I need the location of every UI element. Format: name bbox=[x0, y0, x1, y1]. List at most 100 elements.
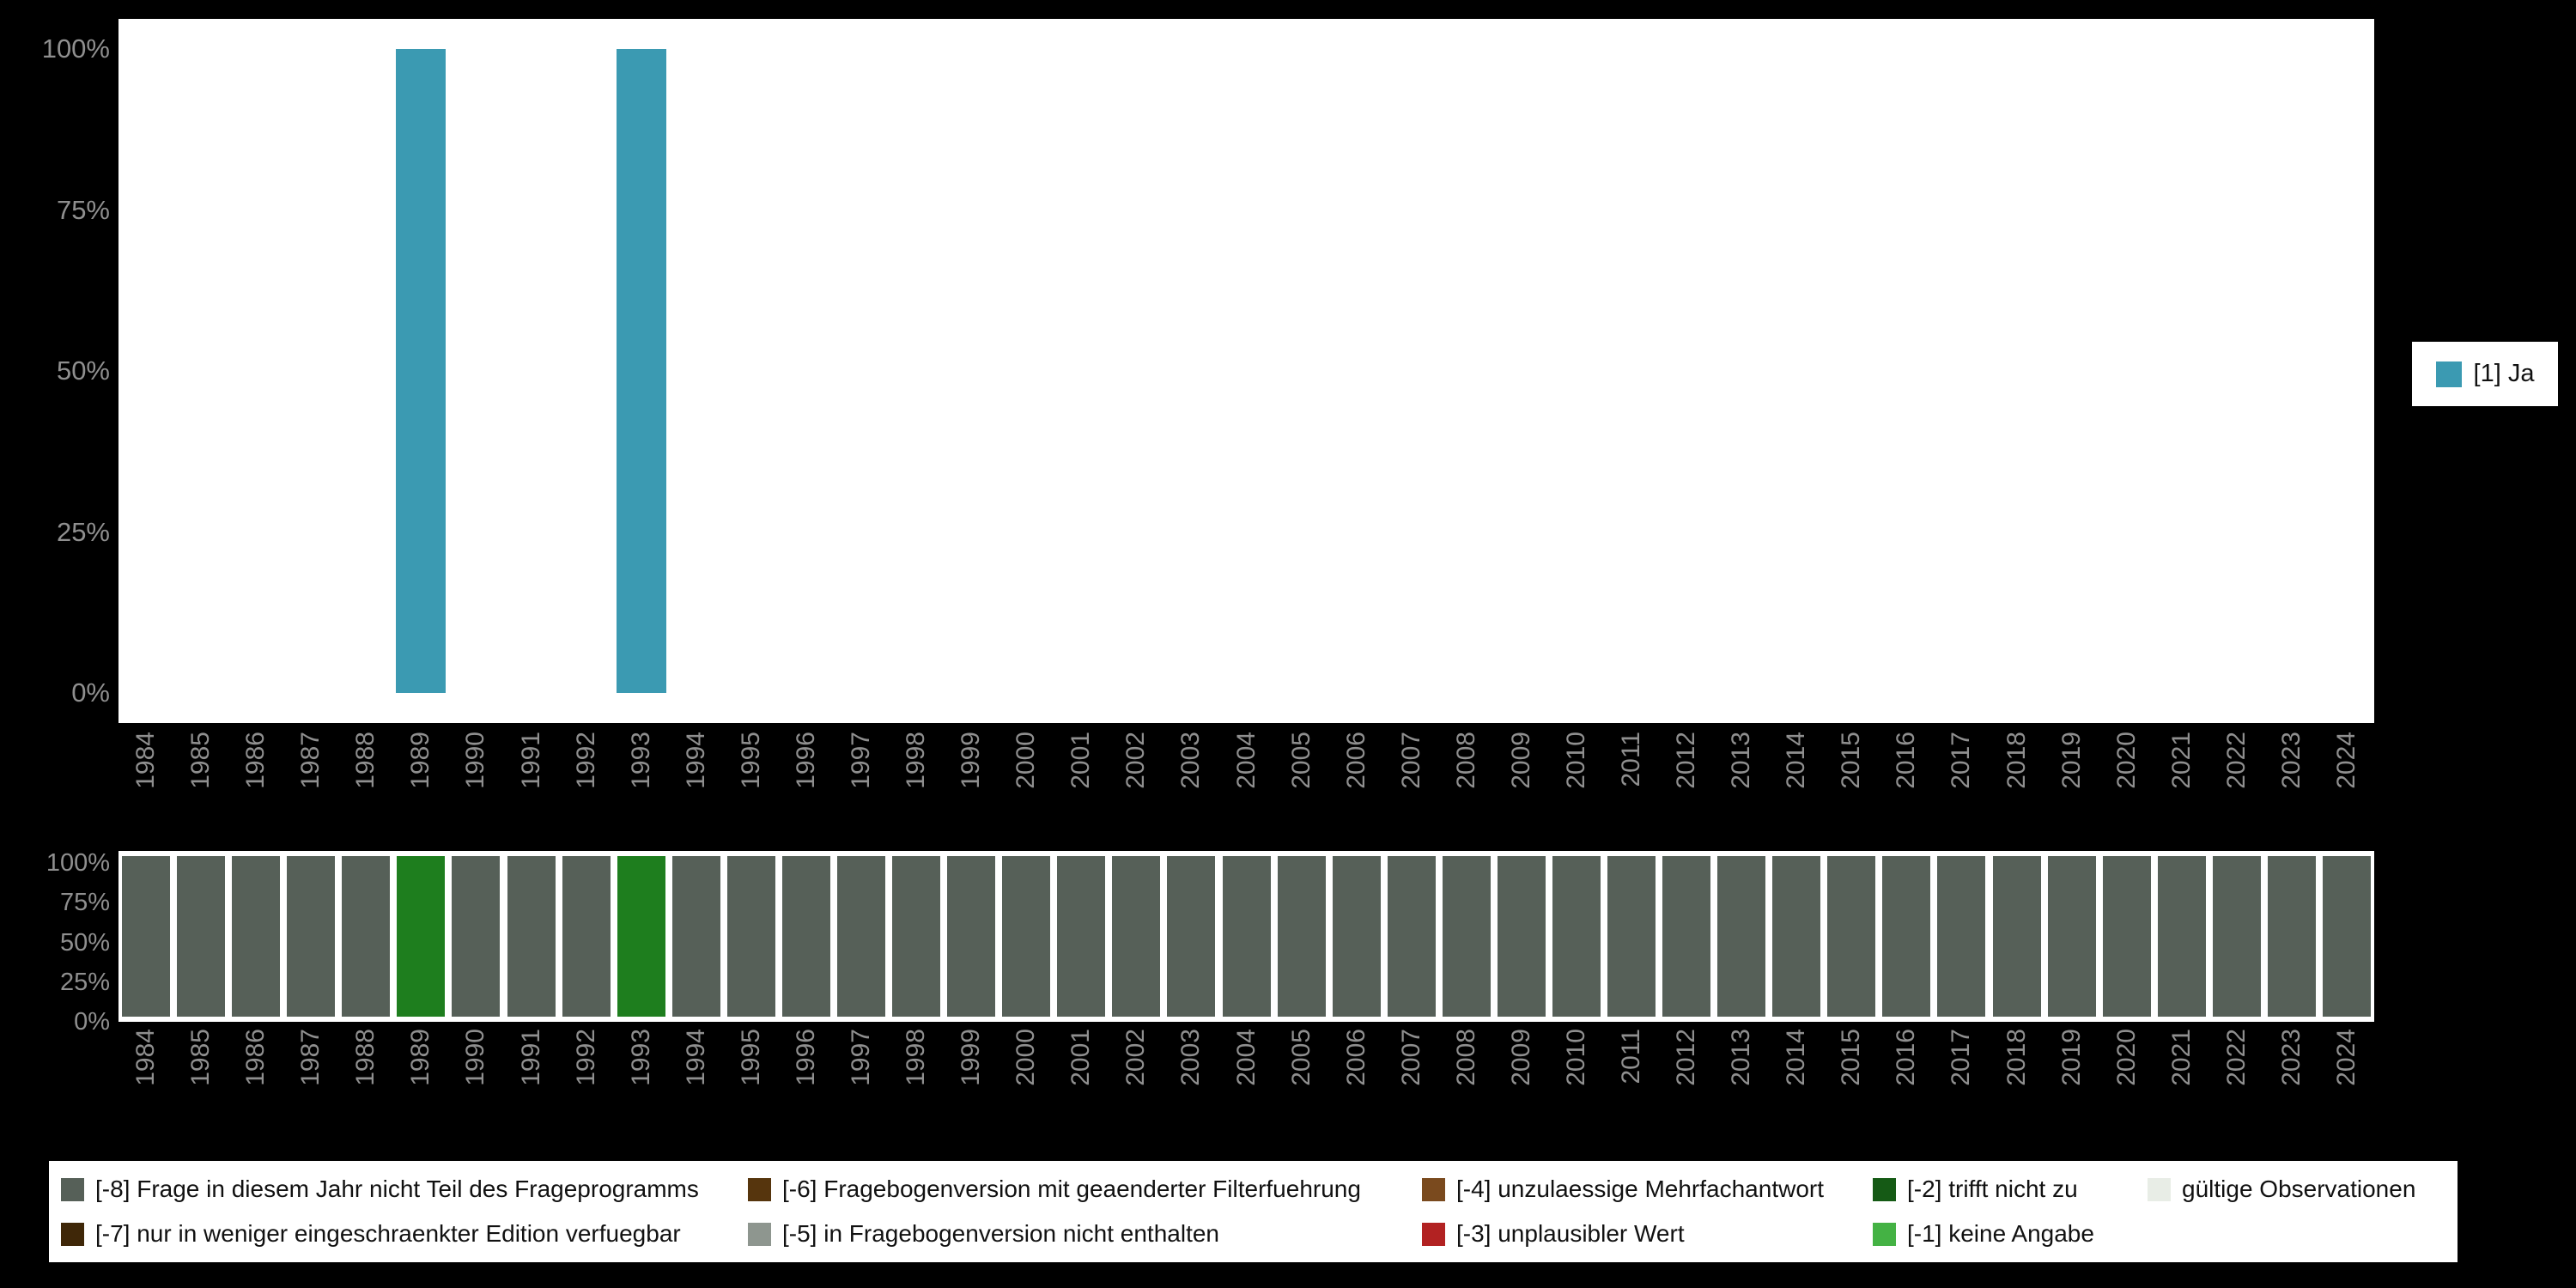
legend-item--8: [-8] Frage in diesem Jahr nicht Teil des… bbox=[61, 1176, 748, 1203]
strip-x-tick-label: 2023 bbox=[2276, 1029, 2306, 1086]
top-x-tick-label: 1995 bbox=[736, 732, 765, 789]
strip-x-tick-label: 2001 bbox=[1066, 1029, 1096, 1086]
legend-label--1: [-1] keine Angabe bbox=[1907, 1220, 2094, 1247]
legend-swatch--8 bbox=[61, 1177, 84, 1201]
top-x-tick-label: 2015 bbox=[1837, 732, 1866, 789]
top-x-tick-label: 2000 bbox=[1012, 732, 1041, 789]
strip-y-tick-label: 75% bbox=[59, 889, 110, 917]
top-x-tick-label: 2020 bbox=[2111, 732, 2141, 789]
legend-item--6: [-6] Fragebogenversion mit geaenderter F… bbox=[748, 1176, 1422, 1203]
strip-x-tick-label: 2013 bbox=[1727, 1029, 1756, 1086]
legend-swatch--4 bbox=[1422, 1177, 1445, 1201]
missing-bar-2019 bbox=[2047, 856, 2096, 1017]
legend-item--4: [-4] unzulaessige Mehrfachantwort bbox=[1422, 1176, 1873, 1203]
missing-bar-2023 bbox=[2267, 856, 2316, 1017]
missing-bar-2009 bbox=[1497, 856, 1546, 1017]
missing-bar-1999 bbox=[947, 856, 996, 1017]
strip-y-tick-label: 50% bbox=[59, 928, 110, 957]
legend-label--6: [-6] Fragebogenversion mit geaenderter F… bbox=[782, 1176, 1361, 1202]
missing-bar-1988 bbox=[342, 856, 391, 1017]
top-x-tick-label: 2002 bbox=[1121, 732, 1151, 789]
strip-x-tick-label: 2012 bbox=[1672, 1029, 1701, 1086]
top-x-tick-label: 2007 bbox=[1396, 732, 1425, 789]
top-x-tick-label: 2006 bbox=[1341, 732, 1370, 789]
missing-bar-1996 bbox=[781, 856, 830, 1017]
top-x-tick-label: 2013 bbox=[1727, 732, 1756, 789]
missing-bar-2005 bbox=[1277, 856, 1326, 1017]
legend-label--4: [-4] unzulaessige Mehrfachantwort bbox=[1456, 1176, 1824, 1202]
missing-bar-1992 bbox=[562, 856, 611, 1017]
top-x-tick-label: 2009 bbox=[1506, 732, 1535, 789]
strip-x-tick-label: 1999 bbox=[957, 1029, 986, 1086]
top-x-tick-label: 1989 bbox=[406, 732, 435, 789]
missing-bar-2002 bbox=[1112, 856, 1161, 1017]
top-x-tick-label: 2003 bbox=[1176, 732, 1206, 789]
top-x-tick-label: 2011 bbox=[1617, 732, 1645, 787]
bar-1993 bbox=[616, 49, 666, 693]
strip-x-tick-label: 1990 bbox=[461, 1029, 490, 1086]
missing-bar-1986 bbox=[232, 856, 281, 1017]
strip-x-tick-label: 2018 bbox=[2002, 1029, 2031, 1086]
top-x-tick-label: 2010 bbox=[1561, 732, 1590, 789]
legend-item--1: [-1] keine Angabe bbox=[1873, 1220, 2148, 1248]
strip-x-tick-label: 2017 bbox=[1947, 1029, 1976, 1086]
missing-bar-1998 bbox=[892, 856, 941, 1017]
missing-bar-2024 bbox=[2322, 856, 2371, 1017]
legend-swatch--5 bbox=[748, 1222, 771, 1246]
legend-label--8: [-8] Frage in diesem Jahr nicht Teil des… bbox=[95, 1176, 699, 1202]
top-x-tick-label: 2023 bbox=[2276, 732, 2306, 789]
legend-label-valid: gültige Observationen bbox=[2182, 1176, 2416, 1202]
top-x-tick-label: 1991 bbox=[516, 732, 545, 789]
strip-x-tick-label: 2024 bbox=[2331, 1029, 2360, 1086]
missing-bar-2004 bbox=[1222, 856, 1271, 1017]
top-y-tick-label: 0% bbox=[71, 677, 110, 708]
legend-swatch--6 bbox=[748, 1177, 771, 1201]
strip-x-tick-label: 2006 bbox=[1341, 1029, 1370, 1086]
top-x-tick-label: 2012 bbox=[1672, 732, 1701, 789]
strip-x-tick-label: 1995 bbox=[736, 1029, 765, 1086]
top-y-tick-label: 100% bbox=[41, 33, 110, 64]
legend-item-valid: gültige Observationen bbox=[2148, 1176, 2445, 1203]
top-y-tick-label: 25% bbox=[56, 516, 110, 547]
missing-bar-1997 bbox=[836, 856, 885, 1017]
top-x-tick-label: 1997 bbox=[846, 732, 875, 789]
strip-x-tick-label: 1987 bbox=[296, 1029, 325, 1086]
missing-bar-1989 bbox=[397, 856, 446, 1017]
top-x-tick-label: 2024 bbox=[2331, 732, 2360, 789]
top-x-tick-label: 2005 bbox=[1286, 732, 1315, 789]
top-chart-legend: [1] Ja bbox=[2412, 342, 2558, 406]
missing-bar-2013 bbox=[1717, 856, 1766, 1017]
strip-x-tick-label: 2010 bbox=[1561, 1029, 1590, 1086]
top-x-tick-label: 1992 bbox=[571, 732, 600, 789]
missing-bar-2008 bbox=[1442, 856, 1491, 1017]
strip-x-tick-label: 1993 bbox=[626, 1029, 655, 1086]
top-y-tick-label: 75% bbox=[56, 194, 110, 225]
top-x-tick-label: 2014 bbox=[1782, 732, 1811, 789]
missing-bar-2012 bbox=[1662, 856, 1711, 1017]
missing-bar-1993 bbox=[617, 856, 665, 1017]
strip-x-tick-label: 2004 bbox=[1231, 1029, 1261, 1086]
legend-swatch--2 bbox=[1873, 1177, 1896, 1201]
strip-x-tick-label: 1992 bbox=[571, 1029, 600, 1086]
strip-x-tick-label: 2000 bbox=[1012, 1029, 1041, 1086]
legend-swatch--7 bbox=[61, 1222, 84, 1246]
missing-bar-1991 bbox=[507, 856, 556, 1017]
legend-swatch--1 bbox=[1873, 1222, 1896, 1246]
legend-item--2: [-2] trifft nicht zu bbox=[1873, 1176, 2148, 1203]
top-x-tick-label: 1986 bbox=[241, 732, 270, 789]
legend-label--7: [-7] nur in weniger eingeschraenkter Edi… bbox=[95, 1220, 681, 1247]
strip-x-tick-label: 1986 bbox=[241, 1029, 270, 1086]
legend-item--7: [-7] nur in weniger eingeschraenkter Edi… bbox=[61, 1220, 748, 1248]
missing-bar-2014 bbox=[1772, 856, 1821, 1017]
legend-label--2: [-2] trifft nicht zu bbox=[1907, 1176, 2078, 1202]
top-x-tick-label: 1987 bbox=[296, 732, 325, 789]
strip-x-tick-label: 2011 bbox=[1617, 1029, 1645, 1084]
top-x-tick-label: 2018 bbox=[2002, 732, 2031, 789]
strip-x-tick-label: 1989 bbox=[406, 1029, 435, 1086]
strip-x-tick-label: 2008 bbox=[1451, 1029, 1480, 1086]
missing-bar-1995 bbox=[726, 856, 775, 1017]
top-x-tick-label: 2001 bbox=[1066, 732, 1096, 789]
top-x-tick-label: 1996 bbox=[791, 732, 820, 789]
legend-swatch-ja bbox=[2435, 361, 2462, 387]
